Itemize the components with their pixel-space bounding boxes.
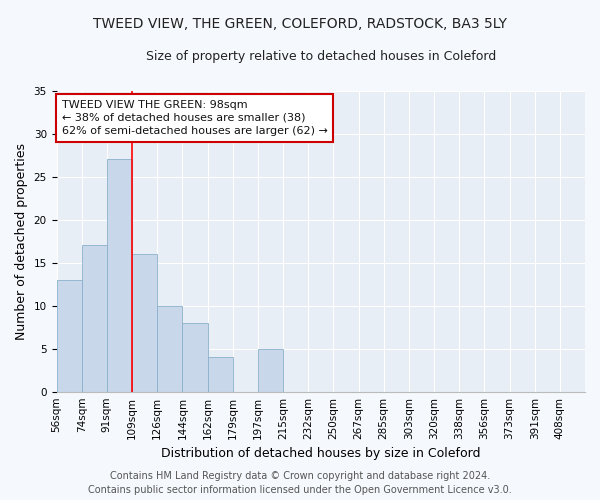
Bar: [56, 280, 82, 392]
Bar: [132, 254, 157, 392]
Bar: [208, 358, 233, 392]
Bar: [182, 323, 208, 392]
Text: TWEED VIEW, THE GREEN, COLEFORD, RADSTOCK, BA3 5LY: TWEED VIEW, THE GREEN, COLEFORD, RADSTOC…: [93, 18, 507, 32]
Bar: [157, 306, 182, 392]
Bar: [82, 246, 107, 392]
Y-axis label: Number of detached properties: Number of detached properties: [15, 142, 28, 340]
Title: Size of property relative to detached houses in Coleford: Size of property relative to detached ho…: [146, 50, 496, 63]
Bar: [107, 160, 132, 392]
Bar: [258, 348, 283, 392]
Text: TWEED VIEW THE GREEN: 98sqm
← 38% of detached houses are smaller (38)
62% of sem: TWEED VIEW THE GREEN: 98sqm ← 38% of det…: [62, 100, 328, 136]
X-axis label: Distribution of detached houses by size in Coleford: Distribution of detached houses by size …: [161, 447, 481, 460]
Text: Contains HM Land Registry data © Crown copyright and database right 2024.
Contai: Contains HM Land Registry data © Crown c…: [88, 471, 512, 495]
